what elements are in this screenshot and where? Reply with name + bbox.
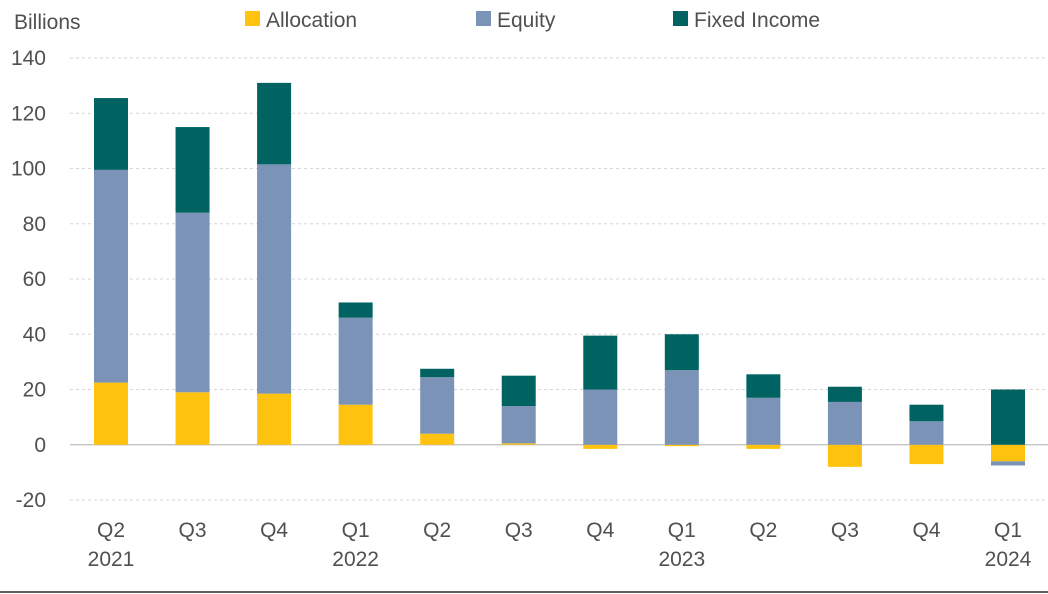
x-tick-label: Q4 <box>586 519 614 542</box>
bar-fixed-income <box>746 374 781 398</box>
y-tick-label: 40 <box>23 323 46 346</box>
y-tick-label: 140 <box>11 47 46 70</box>
y-tick-label: 100 <box>11 158 46 181</box>
bar-equity <box>94 169 128 383</box>
bar-allocation <box>94 382 128 445</box>
x-tick-label: Q3 <box>505 519 533 542</box>
bar-equity <box>583 389 618 445</box>
bar-allocation <box>338 404 373 445</box>
legend-label-fixed-income: Fixed Income <box>694 9 820 32</box>
y-tick-label: 120 <box>11 102 46 125</box>
x-tick-label: Q1 <box>994 519 1022 542</box>
legend: Allocation Equity Fixed Income <box>245 9 820 32</box>
x-tick-label: Q2 <box>423 519 451 542</box>
bars <box>94 82 1025 467</box>
y-axis-label: Billions <box>14 11 81 34</box>
bar-allocation <box>420 433 455 445</box>
bar-equity <box>257 164 292 394</box>
bar-fixed-income <box>94 98 128 170</box>
legend-label-equity: Equity <box>497 9 556 32</box>
x-tick-label: Q2 <box>749 519 777 542</box>
x-tick-year-label: 2022 <box>332 548 379 571</box>
bar-fixed-income <box>257 82 292 165</box>
legend-label-allocation: Allocation <box>266 9 357 32</box>
bar-fixed-income <box>664 334 699 371</box>
x-axis-ticks: Q2 2021 Q3 Q4 Q1 2022 Q2 Q3 Q4 Q1 2023 Q2 Q3 Q4 Q1 2024 <box>88 519 1032 571</box>
bar-fixed-income <box>583 335 618 390</box>
bar-allocation <box>827 444 862 467</box>
x-tick-label: Q1 <box>668 519 696 542</box>
bar-equity <box>175 212 210 393</box>
x-tick-year-label: 2021 <box>88 548 135 571</box>
y-tick-label: -20 <box>16 489 46 512</box>
x-tick-year-label: 2024 <box>985 548 1032 571</box>
bar-allocation <box>746 444 781 449</box>
bar-equity <box>338 317 373 405</box>
bar-fixed-income <box>909 404 944 422</box>
x-tick-label: Q4 <box>912 519 940 542</box>
x-tick-label: Q3 <box>179 519 207 542</box>
x-tick-label: Q4 <box>260 519 288 542</box>
y-axis-ticks: 140 120 100 80 60 40 20 0 -20 <box>11 47 46 512</box>
bar-fixed-income <box>338 302 373 318</box>
bar-equity <box>991 461 1025 466</box>
y-tick-label: 0 <box>34 434 46 457</box>
x-tick-label: Q2 <box>97 519 125 542</box>
bar-equity <box>746 397 781 445</box>
bar-fixed-income <box>175 127 210 213</box>
x-tick-label: Q3 <box>831 519 859 542</box>
x-tick-year-label: 2023 <box>658 548 705 571</box>
bar-allocation <box>909 444 944 465</box>
bar-equity <box>664 370 699 445</box>
legend-swatch-allocation <box>245 11 260 26</box>
bar-allocation <box>583 444 618 449</box>
bar-allocation <box>664 444 699 447</box>
legend-swatch-fixed-income <box>673 11 688 26</box>
bar-fixed-income <box>420 368 455 378</box>
bar-fixed-income <box>827 386 862 402</box>
y-tick-label: 80 <box>23 213 46 236</box>
bar-equity <box>909 421 944 445</box>
bar-equity <box>420 377 455 434</box>
gridlines <box>70 57 1048 501</box>
x-tick-label: Q1 <box>342 519 370 542</box>
bar-equity <box>827 401 862 445</box>
y-tick-label: 60 <box>23 268 46 291</box>
bar-fixed-income <box>991 389 1025 445</box>
legend-swatch-equity <box>476 11 491 26</box>
bar-equity <box>501 406 536 444</box>
bar-fixed-income <box>501 375 536 407</box>
bar-allocation <box>501 443 536 445</box>
bar-allocation <box>991 444 1025 462</box>
bar-allocation <box>257 393 292 445</box>
bar-allocation <box>175 392 210 445</box>
y-tick-label: 20 <box>23 379 46 402</box>
